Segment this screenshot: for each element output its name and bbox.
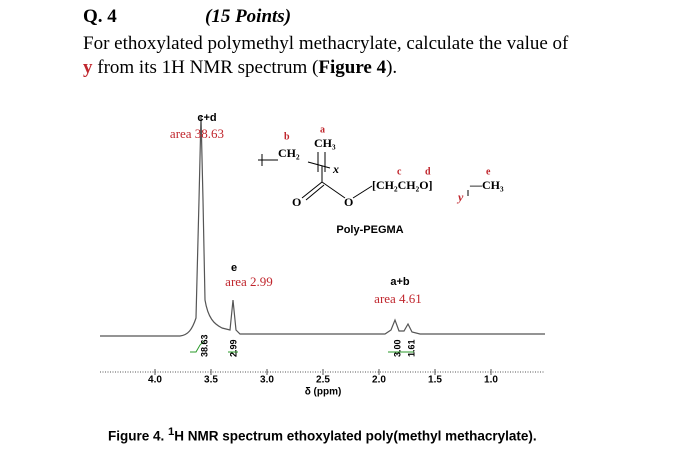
structure-label: d <box>425 166 431 177</box>
bond <box>307 161 331 169</box>
structure-atom: O <box>292 195 301 209</box>
text: from its 1H NMR spectrum ( <box>92 57 319 78</box>
text: ). <box>386 57 398 78</box>
integral-trace <box>190 339 206 353</box>
structure-group: CH₂ <box>278 146 300 160</box>
structure-label: e <box>486 166 491 177</box>
integral-value: 1.61 <box>406 339 416 357</box>
peak-label: e <box>231 262 237 274</box>
tick-label: 3.5 <box>204 375 218 386</box>
figure-caption: Figure 4. 1H NMR spectrum ethoxylated po… <box>108 426 537 444</box>
bond <box>301 181 323 199</box>
structure-group: CH₃ <box>314 136 336 150</box>
caption-text: H NMR spectrum ethoxylated poly(methyl m… <box>174 428 537 444</box>
tick-label: 2.0 <box>372 375 386 386</box>
integral-value: 2.99 <box>228 339 238 357</box>
peak-label: c+d <box>197 112 216 124</box>
bond <box>352 185 373 199</box>
structure-atom: O <box>344 195 353 209</box>
bond <box>321 181 346 199</box>
peak-area: area 4.61 <box>374 291 422 306</box>
peak-label: a+b <box>390 276 410 288</box>
structure-index: x <box>332 162 339 176</box>
structure-index: y <box>456 190 464 204</box>
structure-label: c <box>397 166 402 177</box>
figure-ref: Figure 4 <box>318 57 387 78</box>
tick-label: 1.0 <box>484 375 498 386</box>
structure-group: —CH₃ <box>469 178 504 192</box>
polymer-name: Poly-PEGMA <box>336 224 403 236</box>
spectrum-trace <box>100 114 545 337</box>
structure-label: a <box>320 124 325 135</box>
tick-label: 1.5 <box>428 375 442 386</box>
tick-label: 2.5 <box>316 375 330 386</box>
caption-sup: 1 <box>168 426 175 438</box>
axis-label: δ (ppm) <box>305 387 342 398</box>
question-points: (15 Points) <box>205 6 292 27</box>
structure-label: b <box>284 131 290 142</box>
integral-value: 38.63 <box>199 334 209 357</box>
integral-value: 3.00 <box>392 339 402 357</box>
caption-prefix: Figure 4. <box>108 428 169 444</box>
question-line: y from its 1H NMR spectrum (Figure 4). <box>83 57 397 79</box>
tick-label: 3.0 <box>260 375 274 386</box>
tick-label: 4.0 <box>148 375 162 386</box>
question-number: Q. 4 <box>83 6 117 27</box>
peak-area: area 38.63 <box>170 126 224 141</box>
question-header: Q. 4 (15 Points) <box>83 6 291 28</box>
structure-group: [CH₂CH₂O] <box>372 178 433 192</box>
bond <box>305 184 325 201</box>
variable: y <box>83 57 93 78</box>
question-line: For ethoxylated polymethyl methacrylate,… <box>83 33 569 54</box>
peak-area: area 2.99 <box>225 274 273 289</box>
